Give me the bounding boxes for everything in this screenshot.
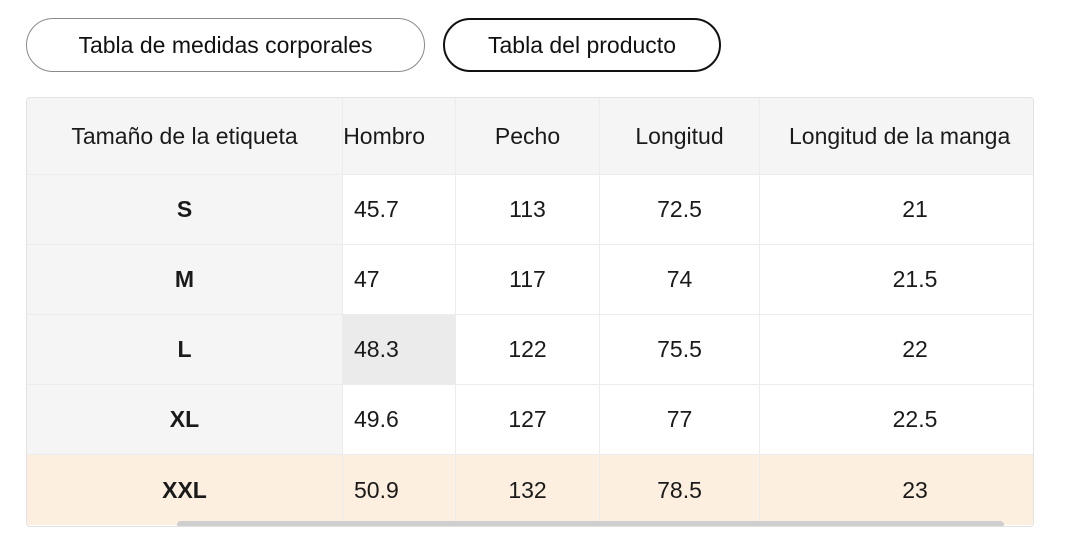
size-chart-tabs: Tabla de medidas corporales Tabla del pr…: [26, 18, 721, 72]
length-value: 78.5: [600, 455, 760, 525]
sleeve-length-value: 23: [760, 455, 1033, 525]
size-label: XL: [27, 385, 343, 454]
sleeve-length-value: 22: [760, 315, 1033, 384]
size-label: L: [27, 315, 343, 384]
chest-value: 117: [456, 245, 600, 314]
size-label: XXL: [27, 455, 343, 525]
chest-value: 127: [456, 385, 600, 454]
shoulder-value: 48.3: [343, 315, 456, 384]
chest-value: 113: [456, 175, 600, 244]
size-label: M: [27, 245, 343, 314]
shoulder-value: 49.6: [343, 385, 456, 454]
length-value: 75.5: [600, 315, 760, 384]
shoulder-value: 50.9: [343, 455, 456, 525]
table-header-row: Tamaño de la etiqueta Hombro Pecho Longi…: [27, 98, 1033, 175]
length-value: 72.5: [600, 175, 760, 244]
size-table: Tamaño de la etiqueta Hombro Pecho Longi…: [26, 97, 1034, 527]
size-table-grid: Tamaño de la etiqueta Hombro Pecho Longi…: [27, 98, 1033, 525]
header-length: Longitud: [600, 98, 760, 174]
shoulder-value: 47: [343, 245, 456, 314]
table-row: M 47 117 74 21.5: [27, 245, 1033, 315]
sleeve-length-value: 22.5: [760, 385, 1033, 454]
header-sleeve-length: Longitud de la manga: [760, 98, 1033, 174]
tab-product-measurements[interactable]: Tabla del producto: [443, 18, 721, 72]
horizontal-scrollbar[interactable]: [177, 521, 1004, 526]
sleeve-length-value: 21: [760, 175, 1033, 244]
header-tag-size: Tamaño de la etiqueta: [27, 98, 343, 174]
shoulder-value: 45.7: [343, 175, 456, 244]
tab-body-measurements[interactable]: Tabla de medidas corporales: [26, 18, 425, 72]
chest-value: 132: [456, 455, 600, 525]
table-row: S 45.7 113 72.5 21: [27, 175, 1033, 245]
table-row-highlighted: XXL 50.9 132 78.5 23: [27, 455, 1033, 525]
table-row: XL 49.6 127 77 22.5: [27, 385, 1033, 455]
header-chest: Pecho: [456, 98, 600, 174]
table-row: L 48.3 122 75.5 22: [27, 315, 1033, 385]
length-value: 74: [600, 245, 760, 314]
chest-value: 122: [456, 315, 600, 384]
size-label: S: [27, 175, 343, 244]
sleeve-length-value: 21.5: [760, 245, 1033, 314]
header-shoulder: Hombro: [343, 98, 456, 174]
length-value: 77: [600, 385, 760, 454]
